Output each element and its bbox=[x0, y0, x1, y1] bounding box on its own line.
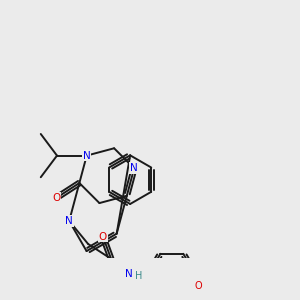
Text: N: N bbox=[65, 216, 73, 226]
Text: H: H bbox=[135, 272, 142, 281]
Text: O: O bbox=[194, 281, 202, 291]
Text: O: O bbox=[99, 232, 107, 242]
Text: N: N bbox=[83, 151, 91, 160]
Text: N: N bbox=[130, 163, 138, 173]
Text: O: O bbox=[52, 193, 61, 203]
Text: N: N bbox=[125, 269, 133, 279]
